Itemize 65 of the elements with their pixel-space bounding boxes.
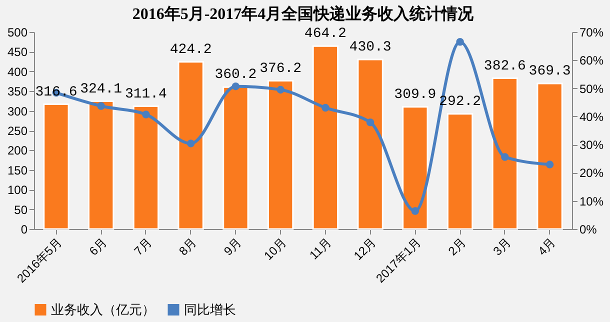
data-label: 324.1 — [80, 81, 122, 98]
bar — [267, 80, 294, 230]
bar — [132, 106, 160, 230]
bar — [536, 82, 563, 230]
bar — [357, 58, 384, 230]
y2-tick-label: 0% — [580, 222, 598, 236]
y2-tick-label: 50% — [580, 82, 604, 96]
y2-tick-label: 70% — [580, 26, 604, 40]
y-tick-label: 200 — [7, 144, 28, 158]
point — [501, 153, 509, 161]
data-label: 464.2 — [304, 26, 346, 42]
point — [411, 207, 420, 215]
data-label: 360.2 — [214, 67, 257, 84]
y-tick-label: 100 — [7, 183, 28, 198]
y2-tick-label: 30% — [580, 138, 604, 152]
y-tick-label: 350 — [7, 84, 28, 99]
y-tick-label: 50 — [14, 202, 28, 217]
bar — [492, 78, 518, 230]
x-tick-label: 12月 — [350, 235, 379, 263]
data-label: 309.9 — [394, 86, 436, 103]
bar — [312, 45, 339, 230]
y-tick-label: 300 — [7, 104, 28, 118]
point — [322, 104, 330, 112]
point — [456, 38, 464, 46]
y2-tick-label: 20% — [580, 166, 604, 180]
y2-tick-label: 40% — [580, 110, 604, 124]
y-tick-label: 500 — [7, 26, 28, 40]
data-label: 311.4 — [124, 86, 167, 102]
bar — [43, 104, 70, 230]
data-label: 430.3 — [349, 39, 392, 56]
y-tick-label: 250 — [7, 124, 28, 138]
point — [186, 140, 195, 148]
x-tick-label: 2月 — [445, 235, 469, 258]
x-tick-label: 7月 — [131, 235, 154, 258]
point — [366, 118, 374, 126]
bar — [402, 106, 428, 230]
point — [276, 86, 284, 94]
x-tick-label: 6月 — [86, 235, 110, 258]
y-tick-label: 0 — [20, 222, 28, 236]
x-tick-label: 9月 — [221, 235, 244, 258]
bar — [88, 100, 114, 230]
bar — [178, 61, 204, 230]
y-tick-label: 450 — [7, 45, 28, 60]
point — [97, 102, 105, 110]
data-label: 382.6 — [484, 58, 526, 74]
y2-tick-label: 10% — [580, 194, 604, 208]
y2-tick-label: 60% — [580, 54, 604, 68]
y-tick-label: 150 — [7, 163, 28, 178]
data-label: 424.2 — [170, 42, 212, 58]
x-tick-label: 11月 — [306, 235, 334, 262]
point — [232, 82, 240, 90]
bar — [222, 86, 249, 230]
data-label: 369.3 — [528, 63, 571, 80]
x-tick-label: 3月 — [490, 235, 514, 258]
x-tick-label: 8月 — [176, 235, 200, 258]
point — [142, 110, 150, 118]
bar — [446, 113, 474, 230]
point — [546, 160, 554, 168]
x-tick-label: 4月 — [535, 235, 558, 258]
legend-label: 同比增长 — [184, 302, 236, 317]
x-tick-label: 10月 — [261, 235, 290, 263]
y-tick-label: 400 — [7, 64, 28, 79]
legend-label: 业务收入（亿元） — [51, 302, 155, 317]
data-label: 376.2 — [260, 60, 302, 77]
chart-title: 2016年5月-2017年4月全国快递业务收入统计情况 — [132, 5, 475, 23]
